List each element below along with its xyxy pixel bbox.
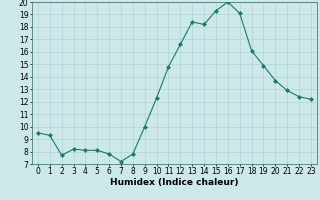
- X-axis label: Humidex (Indice chaleur): Humidex (Indice chaleur): [110, 178, 239, 187]
